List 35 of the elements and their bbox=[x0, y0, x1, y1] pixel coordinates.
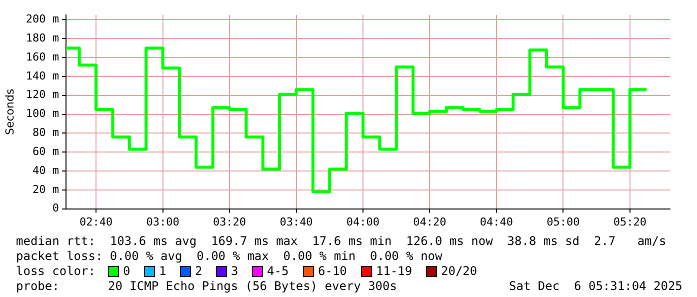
text: 3 bbox=[231, 264, 238, 278]
x-tick-label: 05:20 bbox=[613, 215, 647, 228]
y-tick-label: 60 m bbox=[32, 144, 60, 158]
x-tick-label: 02:40 bbox=[79, 215, 113, 228]
x-tick-label: 04:00 bbox=[346, 215, 380, 228]
text: 2 bbox=[195, 264, 202, 278]
y-axis-title: Seconds bbox=[3, 88, 16, 136]
text: 0 bbox=[123, 264, 130, 278]
text: Sat Dec 6 05:31:04 2025 bbox=[509, 279, 682, 293]
y-tick-label: 160 m bbox=[26, 50, 60, 64]
y-tick-label: 200 m bbox=[26, 12, 60, 26]
text: median rtt: 103.6 ms avg 169.7 ms max 17.6 ms min 126.0 ms now 38.8 ms sd 2.7 am/s bbox=[16, 234, 666, 248]
text: 20/20 bbox=[441, 264, 478, 278]
y-tick-label: 0 bbox=[52, 202, 59, 215]
x-tick-label: 03:00 bbox=[146, 215, 180, 228]
x-tick-label: 03:40 bbox=[280, 215, 313, 228]
y-tick-label: 20 m bbox=[32, 182, 60, 196]
text: 4-5 bbox=[267, 264, 289, 278]
x-tick-label: 04:20 bbox=[413, 215, 446, 228]
y-tick-label: 40 m bbox=[32, 164, 60, 177]
y-tick-label: 100 m bbox=[26, 107, 60, 120]
text: 11-19 bbox=[376, 264, 412, 278]
text: probe: bbox=[16, 279, 60, 293]
text: loss color: bbox=[16, 264, 96, 278]
x-tick-label: 04:40 bbox=[480, 215, 514, 228]
y-tick-label: 80 m bbox=[32, 126, 60, 140]
text: 1 bbox=[159, 264, 166, 278]
x-tick-label: 05:00 bbox=[546, 215, 580, 228]
text: packet loss: 0.00 % avg 0.00 % max 0.00 % min 0.00 % now bbox=[16, 249, 442, 263]
y-tick-label: 180 m bbox=[26, 31, 60, 44]
text: 6-10 bbox=[318, 264, 347, 278]
y-tick-label: 120 m bbox=[26, 88, 60, 102]
y-tick-label: 140 m bbox=[26, 69, 60, 82]
x-tick-label: 03:20 bbox=[212, 215, 246, 228]
text: 20 ICMP Echo Pings (56 Bytes) every 300s bbox=[108, 279, 397, 293]
